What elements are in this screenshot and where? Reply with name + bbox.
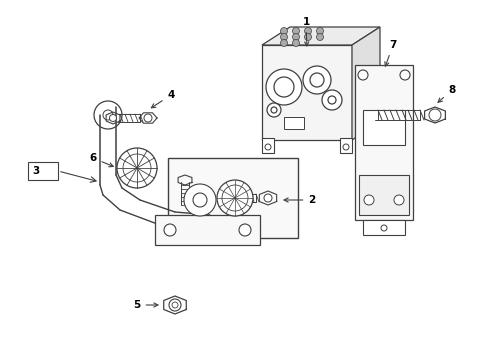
Circle shape: [303, 66, 330, 94]
Text: 7: 7: [384, 40, 396, 66]
Bar: [262, 138, 273, 153]
Text: 5: 5: [133, 300, 158, 310]
Bar: [362, 220, 404, 235]
Circle shape: [316, 27, 323, 35]
Polygon shape: [262, 27, 379, 45]
Circle shape: [428, 109, 440, 121]
Circle shape: [380, 225, 386, 231]
Circle shape: [292, 40, 299, 46]
Text: 2: 2: [284, 195, 315, 205]
Circle shape: [292, 27, 299, 35]
Circle shape: [280, 27, 287, 35]
Circle shape: [163, 224, 176, 236]
Circle shape: [309, 73, 324, 87]
Circle shape: [264, 144, 270, 150]
Circle shape: [304, 27, 311, 35]
Circle shape: [94, 101, 122, 129]
Circle shape: [117, 148, 157, 188]
Circle shape: [172, 302, 178, 308]
Bar: [354, 65, 412, 220]
Circle shape: [393, 195, 403, 205]
Bar: [284, 117, 304, 129]
Circle shape: [357, 70, 367, 80]
Circle shape: [280, 40, 287, 46]
Circle shape: [123, 154, 151, 182]
Bar: [358, 175, 408, 215]
Circle shape: [265, 69, 302, 105]
Text: 4: 4: [151, 90, 174, 108]
Circle shape: [143, 114, 152, 122]
Circle shape: [183, 184, 216, 216]
Circle shape: [363, 195, 373, 205]
Circle shape: [226, 190, 243, 206]
Circle shape: [266, 103, 281, 117]
Circle shape: [109, 114, 116, 122]
Bar: [262, 45, 351, 140]
Circle shape: [280, 33, 287, 41]
Polygon shape: [351, 27, 379, 140]
Circle shape: [399, 70, 409, 80]
Circle shape: [239, 224, 250, 236]
Circle shape: [270, 107, 276, 113]
Circle shape: [321, 90, 341, 110]
Text: 8: 8: [437, 85, 455, 102]
Text: 1: 1: [302, 17, 309, 46]
Circle shape: [129, 160, 145, 176]
Circle shape: [169, 299, 181, 311]
Circle shape: [264, 194, 271, 202]
Circle shape: [217, 180, 252, 216]
Circle shape: [292, 33, 299, 41]
Circle shape: [193, 193, 206, 207]
Bar: [155, 215, 260, 245]
Circle shape: [304, 33, 311, 41]
Bar: [339, 138, 351, 153]
Circle shape: [103, 110, 113, 120]
Bar: [168, 158, 297, 238]
Bar: [28, 162, 58, 180]
Text: 3: 3: [32, 166, 39, 176]
Circle shape: [316, 33, 323, 41]
Circle shape: [222, 185, 247, 211]
Text: 6: 6: [89, 153, 113, 167]
Bar: [362, 110, 404, 145]
Circle shape: [327, 96, 335, 104]
Circle shape: [342, 144, 348, 150]
Circle shape: [273, 77, 293, 97]
